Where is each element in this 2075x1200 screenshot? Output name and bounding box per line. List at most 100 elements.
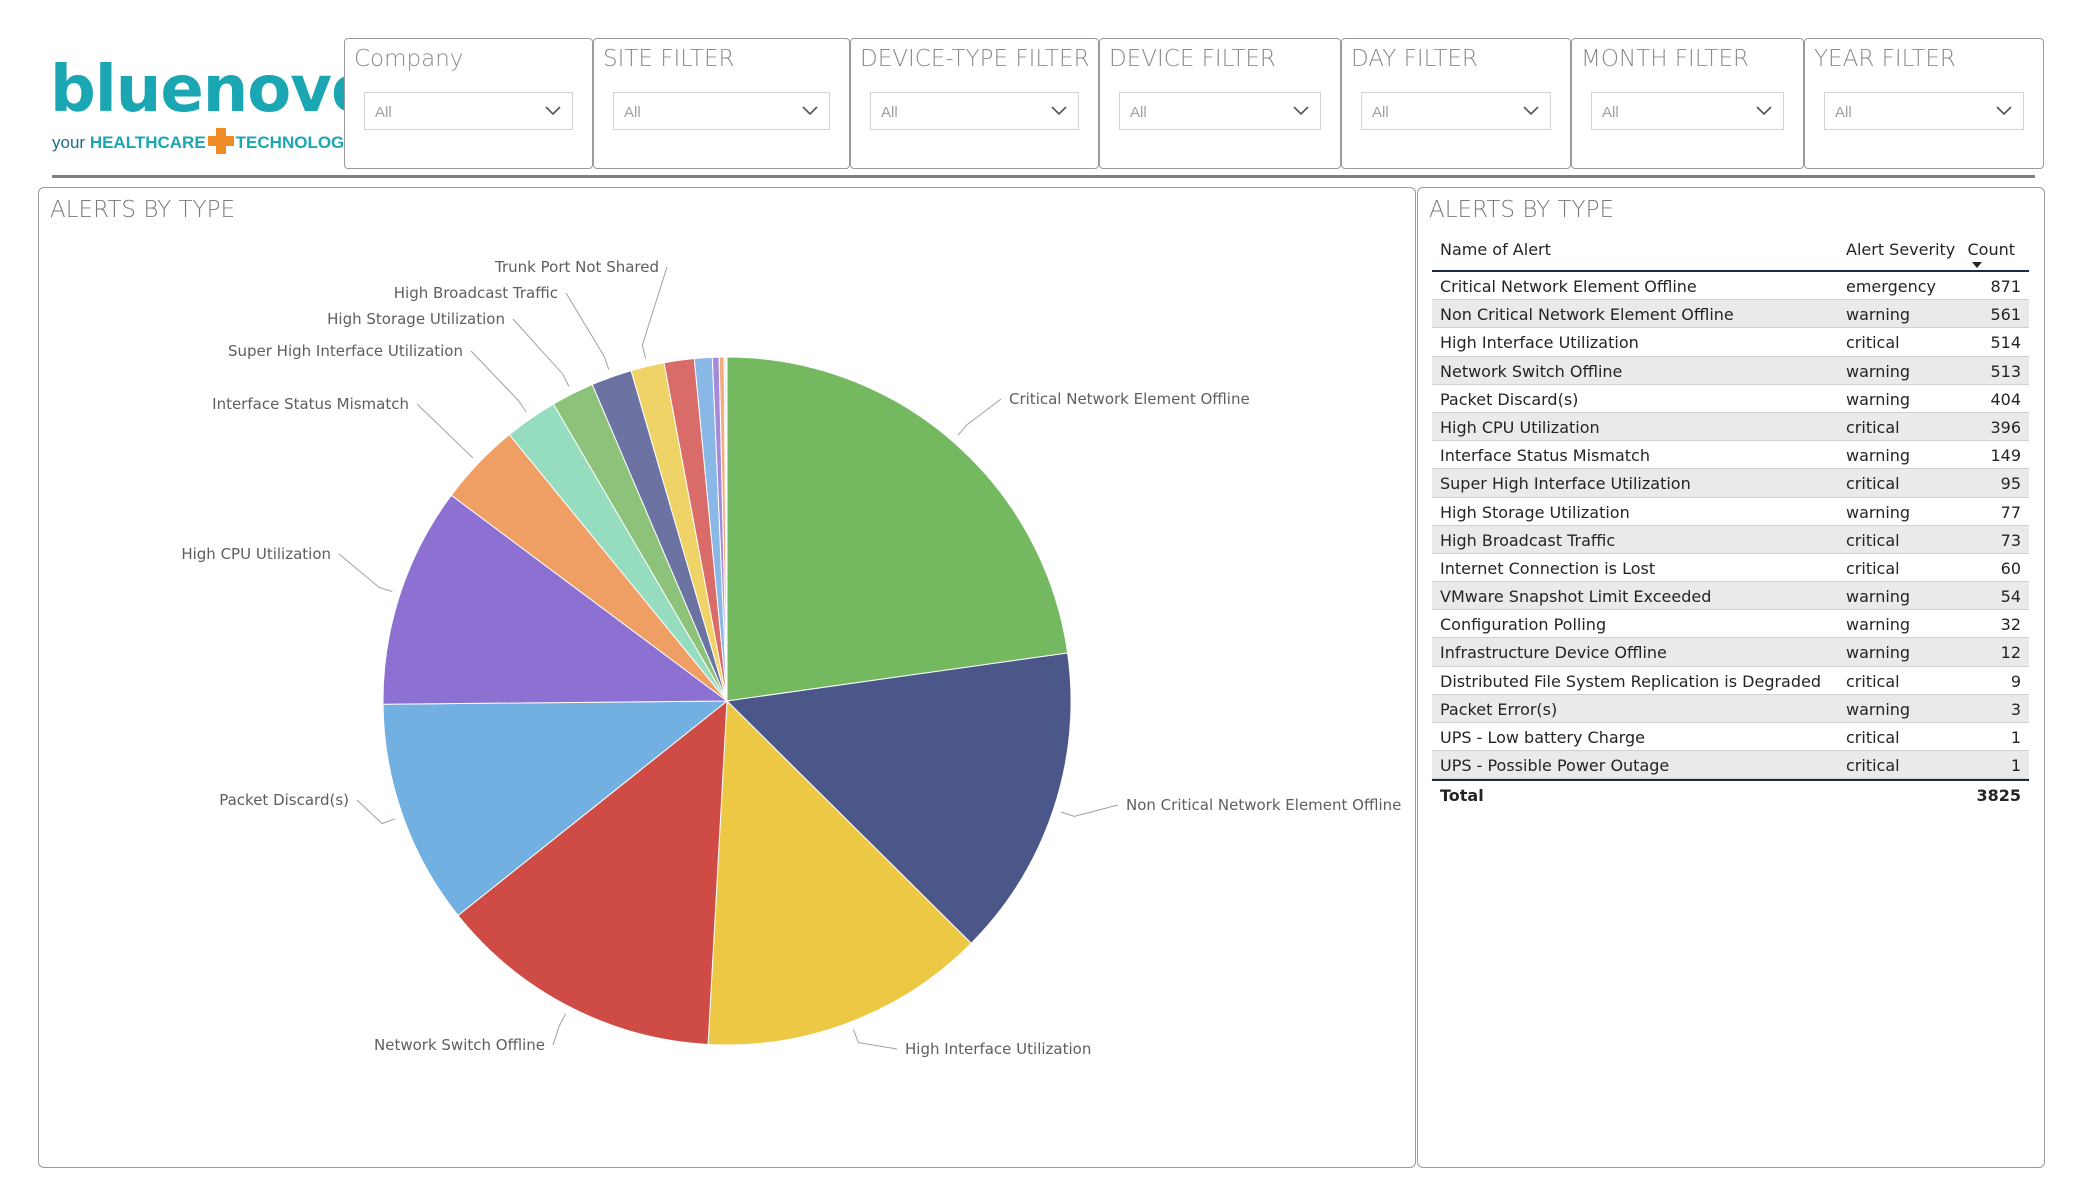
table-row[interactable]: High Storage Utilization warning 77 [1432, 498, 2029, 526]
alert-severity-cell: critical [1846, 417, 1900, 437]
table-row[interactable]: VMware Snapshot Limit Exceeded warning 54 [1432, 582, 2029, 611]
alert-severity-cell: warning [1846, 643, 1911, 663]
alert-name-cell: Network Switch Offline [1440, 361, 1623, 381]
logo-brand: bluenovo [50, 53, 375, 127]
pie-slice-label: Trunk Port Not Shared [494, 258, 659, 276]
table-header-row: Name of Alert Alert Severity Count [1432, 232, 2029, 272]
filter-title: DAY FILTER [1351, 46, 1478, 72]
sort-descending-icon [1972, 262, 1983, 268]
alerts-table: Name of Alert Alert Severity Count Criti… [1432, 232, 2029, 811]
table-row[interactable]: Configuration Polling warning 32 [1432, 610, 2029, 639]
device-filter: DEVICE FILTER All [1099, 38, 1341, 169]
device-filter-dropdown[interactable]: All [1119, 92, 1321, 130]
alert-severity-cell: warning [1846, 361, 1911, 381]
pie-chart-title: ALERTS BY TYPE [50, 197, 236, 223]
pie-slice-label: High Interface Utilization [905, 1040, 1091, 1058]
month-filter-dropdown[interactable]: All [1591, 92, 1784, 130]
table-row[interactable]: Non Critical Network Element Offline warn… [1432, 300, 2029, 329]
logo-tagline-technology: TECHNOLOGY [235, 133, 356, 152]
chevron-down-icon [802, 106, 818, 116]
table-row[interactable]: Distributed File System Replication is D… [1432, 667, 2029, 695]
pie-chart-panel: ALERTS BY TYPE Critical Network Element … [38, 187, 1416, 1168]
alert-count-cell: 77 [2000, 502, 2021, 522]
table-row[interactable]: UPS - Low battery Charge critical 1 [1432, 723, 2029, 752]
alert-count-cell: 9 [2010, 671, 2021, 691]
alert-count-cell: 54 [2000, 587, 2021, 607]
alert-severity-cell: warning [1846, 389, 1911, 409]
logo-tagline-healthcare: HEALTHCARE [89, 133, 206, 152]
device-type-filter: DEVICE-TYPE FILTER All [850, 38, 1099, 169]
pie-slice[interactable] [707, 699, 972, 1046]
table-row[interactable]: High Broadcast Traffic critical 73 [1432, 525, 2029, 554]
company-filter-dropdown[interactable]: All [364, 92, 573, 130]
chevron-down-icon [1996, 106, 2012, 116]
table-row[interactable]: High CPU Utilization critical 396 [1432, 412, 2029, 442]
table-row[interactable]: UPS - Possible Power Outage critical 1 [1432, 751, 2029, 780]
alert-count-cell: 513 [1990, 361, 2021, 381]
table-row[interactable]: Network Switch Offline warning 513 [1432, 356, 2029, 385]
table-row[interactable]: High Interface Utilization critical 514 [1432, 328, 2029, 357]
alert-name-cell: Distributed File System Replication is D… [1440, 671, 1822, 691]
filter-title: DEVICE FILTER [1109, 46, 1276, 72]
column-header-severity[interactable]: Alert Severity [1846, 240, 1956, 259]
total-label: Total [1440, 786, 1484, 806]
alert-name-cell: High Storage Utilization [1440, 502, 1630, 522]
logo-tagline-pre: your [52, 133, 86, 152]
pie-slice[interactable] [457, 699, 728, 1046]
filter-value: All [881, 104, 898, 121]
filter-value: All [1602, 104, 1619, 121]
alert-count-cell: 1 [2010, 728, 2021, 747]
filter-value: All [1130, 104, 1147, 121]
table-row[interactable]: Critical Network Element Offline emergenc… [1432, 272, 2029, 301]
alerts-table-title: ALERTS BY TYPE [1429, 197, 1615, 223]
pie-slice[interactable] [382, 494, 729, 705]
alert-severity-cell: critical [1846, 671, 1900, 691]
day-filter-dropdown[interactable]: All [1361, 92, 1551, 130]
alert-severity-cell: emergency [1846, 277, 1936, 296]
filter-title: Company [354, 46, 464, 72]
pie-slice-label: Super High Interface Utilization [228, 342, 463, 360]
column-header-name[interactable]: Name of Alert [1440, 240, 1551, 259]
day-filter: DAY FILTER All [1341, 38, 1571, 169]
pie-slice-label: Interface Status Mismatch [212, 395, 409, 413]
pie-slice-label: Critical Network Element Offline [1009, 390, 1250, 408]
alert-severity-cell: critical [1846, 333, 1900, 353]
pie-slice[interactable] [725, 356, 728, 702]
pie-slice-label: Network Switch Offline [374, 1036, 545, 1054]
site-filter-dropdown[interactable]: All [613, 92, 830, 130]
year-filter-dropdown[interactable]: All [1824, 92, 2024, 130]
pie-slice[interactable] [725, 652, 1072, 945]
alert-name-cell: Packet Discard(s) [1440, 389, 1579, 409]
alert-name-cell: UPS - Possible Power Outage [1440, 756, 1670, 776]
table-row[interactable]: Packet Discard(s) warning 404 [1432, 385, 2029, 413]
year-filter: YEAR FILTER All [1804, 38, 2044, 169]
alert-name-cell: Non Critical Network Element Offline [1440, 305, 1734, 325]
filter-title: SITE FILTER [603, 46, 735, 72]
pie-slice[interactable] [726, 356, 1069, 702]
alert-severity-cell: warning [1846, 446, 1911, 466]
filter-title: MONTH FILTER [1581, 46, 1750, 72]
total-count: 3825 [1976, 786, 2021, 806]
pie-slice[interactable] [382, 700, 729, 917]
alert-severity-cell: warning [1846, 615, 1911, 635]
table-row[interactable]: Packet Error(s) warning 3 [1432, 694, 2029, 723]
pie-leader-line [470, 350, 527, 413]
alert-name-cell: Configuration Polling [1440, 615, 1607, 635]
table-row[interactable]: Super High Interface Utilization critical… [1432, 469, 2029, 498]
alert-severity-cell: warning [1846, 502, 1911, 522]
alert-name-cell: Infrastructure Device Offline [1440, 643, 1667, 663]
alert-count-cell: 1 [2010, 756, 2021, 776]
pie-slice-label: Packet Discard(s) [219, 791, 349, 809]
table-row[interactable]: Interface Status Mismatch warning 149 [1432, 441, 2029, 470]
alert-severity-cell: critical [1846, 474, 1900, 494]
column-header-count[interactable]: Count [1967, 240, 2015, 268]
alert-count-cell: 95 [2000, 474, 2021, 494]
alert-name-cell: Internet Connection is Lost [1440, 558, 1656, 578]
table-row[interactable]: Infrastructure Device Offline warning 12 [1432, 638, 2029, 667]
table-row[interactable]: Internet Connection is Lost critical 60 [1432, 554, 2029, 583]
pie-slice-label: Non Critical Network Element Offline [1126, 796, 1401, 814]
filter-value: All [1835, 104, 1852, 121]
pie-chart: Critical Network Element Offline Non Crit… [181, 258, 1401, 1058]
device-type-filter-dropdown[interactable]: All [870, 92, 1079, 130]
